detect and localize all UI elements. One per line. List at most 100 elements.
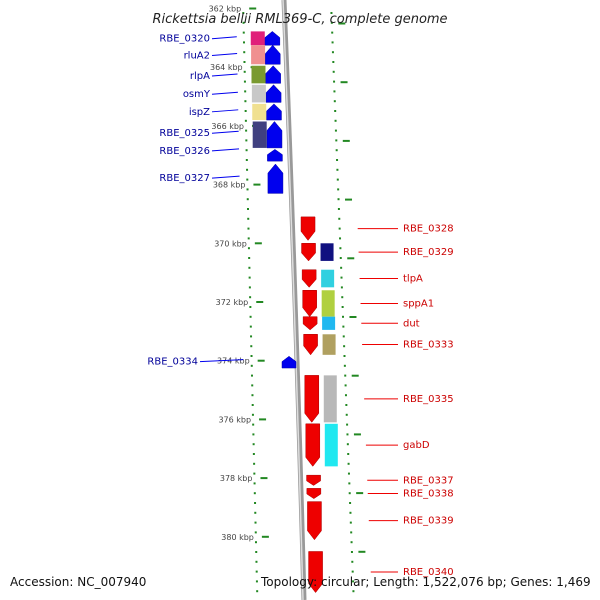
gene-arrow-rbe_0325[interactable] — [266, 121, 283, 149]
gene-arrow-rbe_0334[interactable] — [281, 355, 297, 369]
tick-dot — [348, 492, 351, 495]
tick-dot — [242, 31, 245, 34]
gene-label-rbe_0329[interactable]: RBE_0329 — [403, 247, 454, 258]
gene-arrow-rbe_0333[interactable] — [303, 334, 318, 356]
gene-arrow-sppa1[interactable] — [302, 290, 317, 318]
gene-label-rlpa[interactable]: rlpA — [190, 71, 210, 82]
gene-arrow-rbe_0320[interactable] — [264, 31, 281, 46]
tick-dot — [242, 21, 245, 24]
tick-dot — [254, 511, 257, 514]
kbp-tick-label: 362 kbp — [209, 5, 242, 14]
gene-arrow-ispz[interactable] — [266, 103, 282, 121]
tick-dot — [249, 315, 252, 318]
tick-dot — [342, 325, 345, 328]
tick-dot — [335, 139, 338, 142]
gene-arrow-rbe_0339[interactable] — [307, 501, 322, 541]
tick-dot — [243, 80, 246, 83]
gene-label-rbe_0320[interactable]: RBE_0320 — [159, 34, 210, 45]
kbp-tick-mark — [351, 374, 359, 377]
tick-dot — [245, 129, 248, 132]
tick-dot — [339, 247, 342, 250]
tick-dot — [333, 90, 336, 93]
cog-block-gabd — [324, 423, 338, 467]
gene-label-sppa1[interactable]: sppA1 — [403, 298, 434, 309]
label-leader — [211, 52, 238, 56]
gene-label-gabd[interactable]: gabD — [403, 440, 430, 451]
tick-dot — [243, 51, 246, 54]
gene-label-rlua2[interactable]: rluA2 — [184, 50, 210, 61]
tick-dot — [255, 551, 258, 553]
tick-dot — [253, 492, 256, 495]
tick-dot — [255, 580, 258, 583]
gene-arrow-rbe_0337[interactable] — [306, 474, 321, 486]
gene-arrow-rbe_0326[interactable] — [267, 149, 283, 162]
tick-dot — [341, 296, 344, 299]
cog-block-osmy — [251, 84, 266, 103]
tick-dot — [340, 266, 343, 269]
gene-arrow-osmy[interactable] — [265, 84, 282, 103]
tick-dot — [337, 198, 340, 201]
label-leader — [211, 36, 237, 40]
cog-block-rbe_0325 — [252, 121, 267, 148]
tick-dot — [352, 590, 355, 593]
gene-arrow-rbe_0328[interactable] — [300, 216, 316, 241]
tick-dot — [253, 462, 256, 465]
gene-label-ispz[interactable]: ispZ — [189, 107, 210, 118]
tick-dot — [349, 502, 352, 504]
gene-label-rbe_0325[interactable]: RBE_0325 — [159, 128, 210, 139]
kbp-tick-mark — [253, 183, 261, 186]
gene-arrow-gabd[interactable] — [305, 423, 321, 467]
tick-dot — [254, 531, 257, 534]
tick-dot — [349, 511, 352, 514]
gene-label-rbe_0326[interactable]: RBE_0326 — [159, 146, 210, 157]
kbp-tick-mark — [254, 242, 262, 245]
kbp-tick-mark — [345, 198, 353, 201]
tick-dot — [340, 276, 343, 279]
gene-arrow-rlpa[interactable] — [265, 65, 281, 84]
tick-dot — [333, 100, 336, 103]
tick-dot — [248, 257, 251, 259]
gene-arrow-rlua2[interactable] — [264, 44, 281, 65]
gene-arrow-rbe_0335[interactable] — [304, 375, 320, 423]
right-tick-column — [330, 12, 355, 593]
gene-label-rbe_0340[interactable]: RBE_0340 — [403, 567, 454, 578]
tick-dot — [347, 453, 350, 455]
gene-label-rbe_0334[interactable]: RBE_0334 — [147, 357, 198, 368]
gene-arrow-dut[interactable] — [302, 316, 318, 331]
gene-label-tlpa[interactable]: tlpA — [403, 274, 423, 285]
gene-label-rbe_0338[interactable]: RBE_0338 — [403, 489, 454, 500]
tick-dot — [336, 178, 339, 181]
gene-label-rbe_0335[interactable]: RBE_0335 — [403, 394, 454, 405]
gene-label-dut[interactable]: dut — [403, 318, 420, 329]
gene-arrow-rbe_0327[interactable] — [267, 163, 284, 194]
tick-dot — [255, 560, 258, 563]
gene-arrow-rbe_0329[interactable] — [301, 243, 316, 262]
gene-label-rbe_0327[interactable]: RBE_0327 — [159, 173, 210, 184]
cog-block-tlpa — [321, 269, 335, 288]
gene-arrow-tlpa[interactable] — [301, 269, 317, 288]
tick-dot — [349, 521, 352, 524]
kbp-tick-mark — [349, 316, 357, 318]
gene-label-osmy[interactable]: osmY — [183, 89, 211, 100]
topology-text: Topology: circular; Length: 1,522,076 bp… — [261, 575, 591, 589]
kbp-tick-mark — [356, 492, 364, 495]
gene-label-rbe_0328[interactable]: RBE_0328 — [403, 224, 454, 235]
tick-dot — [253, 472, 256, 475]
tick-dot — [250, 345, 253, 348]
gene-layer — [250, 31, 338, 593]
gene-arrow-rbe_0338[interactable] — [306, 488, 322, 499]
kbp-tick-mark — [342, 139, 350, 142]
gene-label-rbe_0333[interactable]: RBE_0333 — [403, 340, 454, 351]
tick-dot — [252, 443, 255, 446]
tick-dot — [250, 355, 253, 357]
kbp-tick-mark — [256, 301, 264, 303]
kbp-tick-label: 376 kbp — [218, 415, 251, 424]
cog-block-rbe_0320 — [250, 31, 265, 46]
gene-label-rbe_0337[interactable]: RBE_0337 — [403, 475, 454, 486]
tick-dot — [339, 237, 342, 240]
tick-dot — [247, 237, 250, 240]
gene-label-rbe_0339[interactable]: RBE_0339 — [403, 516, 454, 527]
gene-arrow-rbe_0340[interactable] — [308, 551, 323, 593]
tick-dot — [247, 227, 250, 230]
